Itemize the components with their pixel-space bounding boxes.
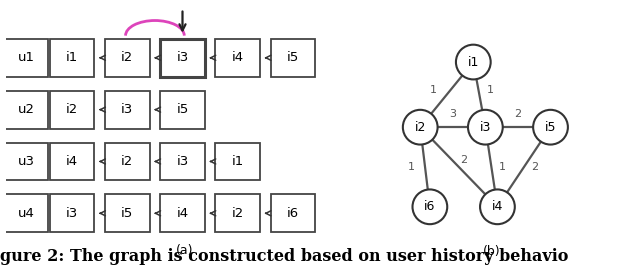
Bar [105, 194, 149, 232]
Bar [4, 143, 48, 180]
Text: 2: 2 [514, 109, 522, 119]
Circle shape [533, 110, 568, 144]
Text: i4: i4 [232, 51, 244, 64]
Bar [160, 194, 205, 232]
Text: u4: u4 [18, 207, 34, 220]
Text: i5: i5 [121, 207, 134, 220]
Bar [105, 143, 149, 180]
Text: i2: i2 [415, 121, 426, 134]
Circle shape [413, 190, 447, 224]
Bar [215, 39, 260, 77]
Bar [4, 91, 48, 129]
Text: i1: i1 [66, 51, 78, 64]
Text: i4: i4 [492, 200, 503, 213]
Circle shape [480, 190, 515, 224]
Text: i2: i2 [121, 51, 134, 64]
Text: i1: i1 [467, 56, 479, 69]
Text: i2: i2 [66, 103, 78, 116]
Bar [215, 194, 260, 232]
Bar [50, 194, 94, 232]
Text: i1: i1 [232, 155, 244, 168]
Circle shape [403, 110, 438, 144]
Bar [160, 39, 205, 77]
Text: 1: 1 [430, 85, 437, 95]
Text: i6: i6 [287, 207, 299, 220]
Text: 1: 1 [487, 85, 494, 95]
Bar [215, 143, 260, 180]
Text: i3: i3 [479, 121, 491, 134]
Text: i4: i4 [176, 207, 188, 220]
Text: i3: i3 [121, 103, 134, 116]
Text: 1: 1 [499, 162, 506, 172]
Bar [105, 91, 149, 129]
Bar [50, 143, 94, 180]
Bar [4, 39, 48, 77]
Text: u1: u1 [18, 51, 35, 64]
Bar [271, 194, 315, 232]
Text: i3: i3 [176, 155, 188, 168]
Circle shape [456, 45, 491, 79]
Bar [105, 39, 149, 77]
Text: (b): (b) [483, 245, 500, 258]
Text: i3: i3 [176, 51, 188, 64]
Bar [4, 194, 48, 232]
Text: (a): (a) [176, 244, 193, 256]
Bar [50, 39, 94, 77]
Bar [160, 143, 205, 180]
Bar [271, 39, 315, 77]
Text: 3: 3 [449, 109, 456, 119]
Text: 1: 1 [408, 162, 415, 172]
Text: i3: i3 [66, 207, 78, 220]
Text: i5: i5 [545, 121, 556, 134]
Bar [160, 91, 205, 129]
Text: i6: i6 [424, 200, 435, 213]
Text: u2: u2 [18, 103, 35, 116]
Bar [50, 91, 94, 129]
Circle shape [468, 110, 503, 144]
Text: i5: i5 [287, 51, 299, 64]
Text: 2: 2 [531, 162, 539, 172]
Text: i5: i5 [176, 103, 188, 116]
Text: i2: i2 [121, 155, 134, 168]
Text: 2: 2 [460, 155, 467, 165]
Text: u3: u3 [18, 155, 35, 168]
Text: gure 2: The graph is constructed based on user history behavio: gure 2: The graph is constructed based o… [0, 248, 568, 265]
Text: i2: i2 [232, 207, 244, 220]
Text: i4: i4 [66, 155, 78, 168]
